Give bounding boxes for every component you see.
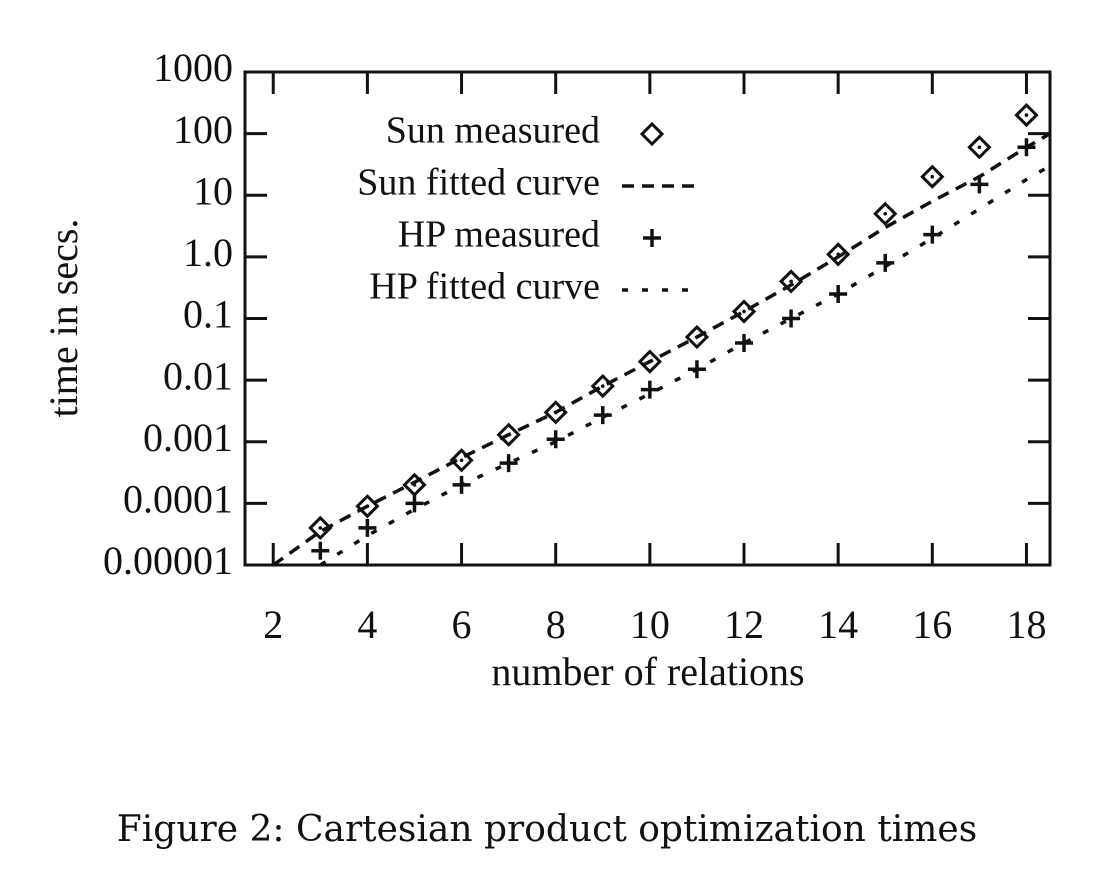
diamond-dot (318, 526, 323, 530)
data-point (1017, 138, 1036, 157)
diamond-dot (742, 309, 746, 314)
y-axis-label: time in secs. (41, 219, 86, 418)
data-point (590, 373, 615, 399)
y-tick-label: 0.001 (143, 415, 233, 460)
diamond-dot (977, 145, 982, 150)
data-point (876, 253, 895, 272)
data-point (308, 515, 333, 541)
data-point (311, 541, 330, 560)
legend-label: HP measured (398, 214, 600, 256)
data-point (1014, 102, 1039, 128)
data-point (735, 334, 754, 353)
x-tick-label: 4 (357, 602, 377, 647)
data-point (402, 472, 427, 497)
legend-label: Sun fitted curve (357, 162, 600, 204)
diamond (920, 164, 945, 189)
data-point (640, 380, 659, 399)
diamond-dot (789, 279, 793, 284)
data-point (449, 448, 474, 473)
data-point (970, 175, 989, 194)
data-point (967, 135, 992, 160)
diamond (967, 135, 992, 160)
diamond-dot (600, 384, 605, 388)
data-point (358, 518, 377, 537)
data-point (499, 454, 518, 473)
legend-marker (643, 229, 661, 247)
diamond (355, 494, 380, 519)
data-point (778, 269, 804, 294)
x-tick-label: 2 (263, 602, 283, 647)
caption: Figure 2: Cartesian product optimization… (117, 809, 977, 850)
x-tick-label: 18 (1006, 602, 1046, 647)
legend-marker (639, 121, 665, 147)
diamond (639, 121, 665, 147)
diamond-dot (1024, 113, 1029, 117)
y-tick-label: 10 (193, 168, 233, 213)
x-axis-label: number of relations (491, 649, 804, 694)
diamond-dot (883, 212, 888, 216)
data-point (546, 430, 565, 449)
x-tick-label: 14 (818, 602, 858, 647)
data-point (405, 494, 424, 513)
data-point (731, 299, 757, 324)
y-tick-label: 1.0 (183, 230, 233, 275)
data-point (873, 201, 898, 226)
y-tick-label: 0.00001 (103, 538, 233, 583)
diamond (637, 349, 662, 374)
y-tick-label: 0.0001 (123, 477, 233, 522)
plot-area (272, 102, 1050, 565)
y-tick-label: 1000 (153, 45, 233, 90)
legend-label: HP fitted curve (369, 266, 600, 308)
x-tick-label: 16 (912, 602, 952, 647)
diamond (496, 422, 521, 447)
diamond (778, 269, 804, 294)
x-tick-label: 8 (546, 602, 566, 647)
diamond (1014, 102, 1039, 128)
x-tick-label: 6 (452, 602, 472, 647)
fitted-curve (319, 164, 1050, 565)
diamond-dot (459, 458, 464, 463)
y-tick-label: 0.1 (183, 292, 233, 337)
data-point (782, 309, 801, 328)
legend-label: Sun measured (386, 110, 600, 152)
fitted-curve (272, 132, 1050, 565)
diamond (873, 201, 898, 226)
diamond (449, 448, 474, 473)
y-tick-label: 0.01 (163, 353, 233, 398)
diamond-dot (930, 174, 935, 179)
y-tick-label: 100 (173, 107, 233, 152)
x-tick-label: 10 (630, 602, 670, 647)
plot-frame (243, 70, 1052, 567)
diamond (826, 242, 851, 267)
data-point (920, 164, 945, 189)
diamond (308, 515, 333, 541)
x-tick-label: 12 (724, 602, 764, 647)
